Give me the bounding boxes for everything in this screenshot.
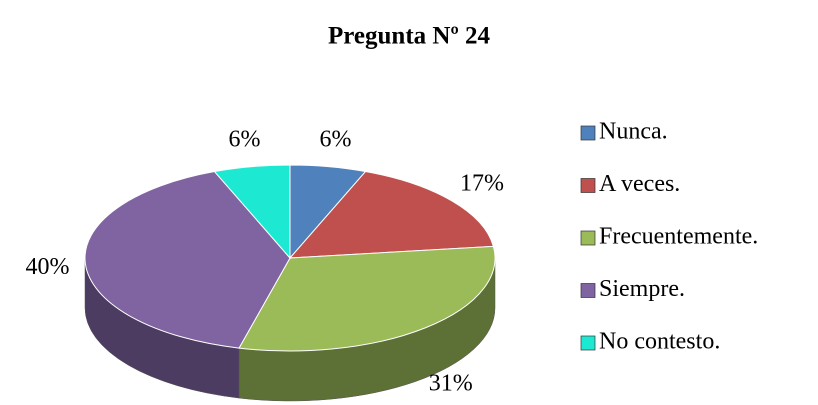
legend-swatch <box>580 283 596 298</box>
data-label: 31% <box>429 370 473 396</box>
legend-swatch <box>580 335 596 351</box>
legend-swatch <box>580 125 596 141</box>
legend-label: A veces. <box>599 171 680 197</box>
slice <box>84 170 291 349</box>
slice <box>288 170 495 259</box>
legend-label: Nunca. <box>599 119 668 145</box>
data-label: 6% <box>228 127 260 153</box>
slice <box>238 245 496 352</box>
legend-swatch <box>580 230 596 246</box>
legend-label: Frecuentemente. <box>599 224 758 250</box>
chart-title: Pregunta Nº 24 <box>328 23 490 50</box>
data-label: 17% <box>460 171 504 197</box>
legend-label: No contesto. <box>599 329 720 355</box>
legend-swatch <box>580 178 596 193</box>
data-label: 40% <box>25 254 69 280</box>
data-label: 6% <box>320 127 352 153</box>
legend-label: Siempre. <box>599 276 685 302</box>
slice <box>213 164 291 260</box>
